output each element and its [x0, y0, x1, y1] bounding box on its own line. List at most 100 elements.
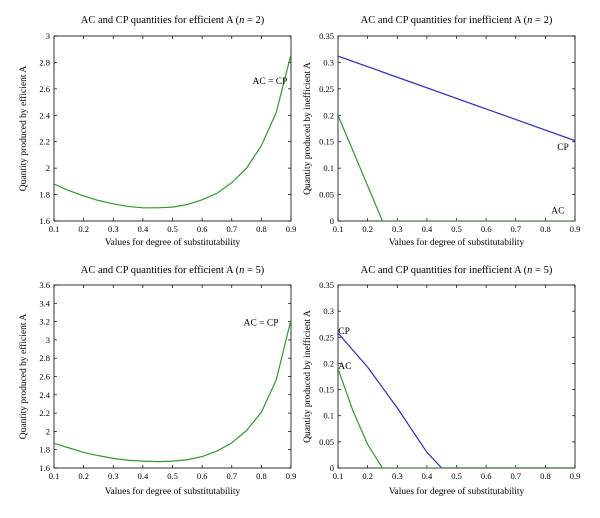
x-tick-label: 0.3 [392, 224, 403, 234]
y-tick-label: 0.1 [323, 411, 334, 421]
y-tick-label: 1.8 [39, 445, 50, 455]
x-tick-label: 0.4 [422, 224, 433, 234]
series-annotation: CP [557, 143, 569, 153]
y-tick-label: 0.15 [319, 137, 334, 147]
x-tick-label: 0.5 [167, 224, 178, 234]
x-tick-label: 0.6 [197, 224, 208, 234]
y-tick-label: 0 [330, 463, 334, 473]
chart-title-tail: = 5) [532, 265, 552, 276]
chart-title-tail: = 2) [532, 15, 552, 26]
y-tick-label: 0.2 [323, 358, 334, 368]
x-tick-label: 0.7 [226, 471, 237, 481]
chart-title-text: AC and CP quantities for efficient A ( [81, 15, 240, 26]
y-tick-label: 1.8 [39, 190, 50, 200]
y-tick-label: 0.35 [319, 280, 334, 290]
y-tick-label: 0.25 [319, 84, 334, 94]
plot-frame [337, 284, 576, 469]
chart-title-text: AC and CP quantities for efficient A ( [81, 265, 240, 276]
chart-title-var: n [527, 265, 532, 276]
series-annotation: AC = CP [252, 77, 287, 87]
series-line-1 [338, 332, 575, 468]
y-tick-label: 2 [46, 426, 50, 436]
x-tick-label: 0.9 [286, 224, 297, 234]
x-tick-label: 0.2 [78, 224, 89, 234]
y-tick-label: 3 [46, 31, 50, 41]
y-tick-label: 1.6 [39, 216, 50, 226]
y-tick-label: 0.2 [323, 110, 334, 120]
y-tick-label: 3.6 [39, 280, 50, 290]
series-line-2 [338, 368, 575, 468]
chart-title-tail: = 2) [244, 15, 264, 26]
chart-title-var: n [239, 265, 244, 276]
chart-panel: AC and CP quantities for efficient A (n … [18, 265, 296, 497]
y-tick-label: 0.25 [319, 332, 334, 342]
y-tick-label: 1.6 [39, 463, 50, 473]
y-tick-label: 0.15 [319, 385, 334, 395]
x-tick-label: 0.8 [256, 224, 267, 234]
x-tick-label: 0.7 [226, 224, 237, 234]
chart-title-text: AC and CP quantities for inefficient A ( [361, 15, 528, 26]
y-tick-label: 0.05 [319, 437, 334, 447]
y-tick-label: 0.3 [323, 306, 334, 316]
y-tick-label: 2 [46, 163, 50, 173]
x-tick-label: 0.6 [481, 224, 492, 234]
y-tick-label: 3.4 [39, 298, 50, 308]
chart-title-tail: = 5) [244, 265, 264, 276]
series-annotation: AC [551, 206, 564, 216]
y-tick-label: 2.8 [39, 353, 50, 363]
x-tick-label: 0.5 [451, 224, 462, 234]
chart-title: AC and CP quantities for inefficient A (… [361, 265, 553, 276]
y-tick-label: 2.8 [39, 57, 50, 67]
series-annotation: CP [338, 327, 350, 337]
y-tick-label: 2.4 [39, 390, 50, 400]
y-tick-label: 0.3 [323, 57, 334, 67]
y-axis-label: Quantity produced by efficient A [18, 66, 29, 192]
x-axis-label: Values for degree of substitutability [105, 237, 241, 248]
y-tick-label: 3.2 [39, 317, 50, 327]
series-line-1 [338, 55, 575, 142]
x-tick-label: 0.1 [49, 471, 60, 481]
x-tick-label: 0.8 [256, 471, 267, 481]
y-tick-label: 0.05 [319, 190, 334, 200]
y-tick-label: 3 [46, 335, 50, 345]
x-tick-label: 0.9 [286, 471, 297, 481]
series-annotation: AC = CP [244, 319, 279, 329]
x-tick-label: 0.2 [78, 471, 89, 481]
chart-title-text: AC and CP quantities for inefficient A ( [361, 265, 528, 276]
y-axis-label: Quantity produced by inefficient A [302, 310, 313, 443]
plot-frame [53, 284, 292, 469]
x-tick-label: 0.4 [138, 471, 149, 481]
chart-panel: AC and CP quantities for efficient A (n … [18, 15, 296, 248]
x-axis-label: Values for degree of substitutability [389, 486, 525, 497]
chart-title: AC and CP quantities for efficient A (n … [81, 15, 265, 26]
x-tick-label: 0.7 [510, 224, 521, 234]
x-tick-label: 0.2 [362, 471, 373, 481]
chart-panel: AC and CP quantities for inefficient A (… [302, 15, 580, 248]
x-tick-label: 0.4 [138, 224, 149, 234]
x-tick-label: 0.8 [540, 471, 551, 481]
y-tick-label: 0 [330, 216, 334, 226]
x-tick-label: 0.8 [540, 224, 551, 234]
y-tick-label: 2.2 [39, 137, 50, 147]
chart-title: AC and CP quantities for inefficient A (… [361, 15, 553, 26]
x-tick-label: 0.1 [333, 224, 344, 234]
y-tick-label: 0.1 [323, 163, 334, 173]
x-tick-label: 0.9 [570, 224, 581, 234]
y-tick-label: 0.35 [319, 31, 334, 41]
chart-title-var: n [527, 15, 532, 26]
x-tick-label: 0.3 [392, 471, 403, 481]
chart-title-var: n [239, 15, 244, 26]
series-annotation: AC [338, 362, 351, 372]
y-tick-label: 2.2 [39, 408, 50, 418]
x-tick-label: 0.1 [49, 224, 60, 234]
x-axis-label: Values for degree of substitutability [105, 486, 241, 497]
series-line-1 [54, 54, 291, 209]
x-tick-label: 0.6 [481, 471, 492, 481]
y-tick-label: 2.6 [39, 372, 50, 382]
x-tick-label: 0.9 [570, 471, 581, 481]
plot-frame [53, 35, 292, 222]
x-tick-label: 0.1 [333, 471, 344, 481]
x-tick-label: 0.6 [197, 471, 208, 481]
series-line-2 [338, 115, 575, 221]
